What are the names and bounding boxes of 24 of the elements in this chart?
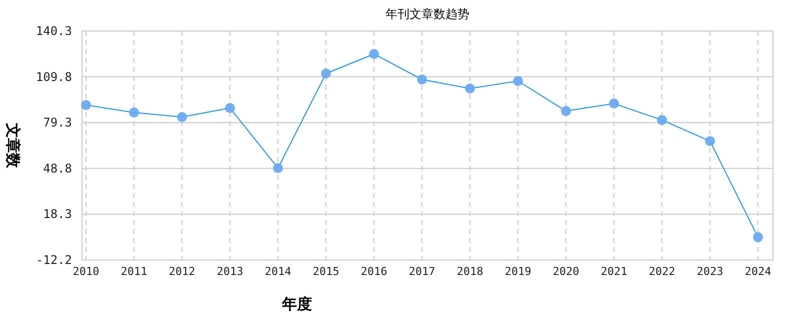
- x-tick-label: 2016: [360, 265, 388, 278]
- y-tick-label: -12.2: [36, 253, 72, 267]
- x-tick-label: 2018: [456, 265, 484, 278]
- x-tick-label: 2022: [648, 265, 676, 278]
- y-tick-label: 109.8: [36, 70, 72, 84]
- y-tick-label: 18.3: [43, 207, 72, 222]
- x-tick-label: 2013: [216, 265, 244, 278]
- x-tick-label: 2015: [312, 265, 340, 278]
- x-tick-label: 2014: [264, 265, 292, 278]
- y-tick-label: 48.8: [43, 161, 72, 176]
- x-tick-label: 2019: [504, 265, 532, 278]
- x-tick-label: 2023: [696, 265, 724, 278]
- x-tick-label: 2012: [168, 265, 196, 278]
- x-tick-label: 2021: [600, 265, 628, 278]
- y-tick-label: 79.3: [43, 116, 72, 130]
- x-tick-label: 2011: [120, 265, 148, 278]
- x-tick-label: 2017: [408, 265, 436, 278]
- chart-title: 年刊文章数趋势: [386, 7, 470, 21]
- x-tick-label: 2020: [552, 265, 580, 278]
- x-tick-label: 2024: [744, 265, 772, 278]
- x-axis-title: 年度: [281, 295, 312, 313]
- y-axis-title: 文章数: [4, 122, 22, 169]
- y-tick-label: 140.3: [36, 24, 72, 38]
- x-tick-label: 2010: [72, 265, 100, 278]
